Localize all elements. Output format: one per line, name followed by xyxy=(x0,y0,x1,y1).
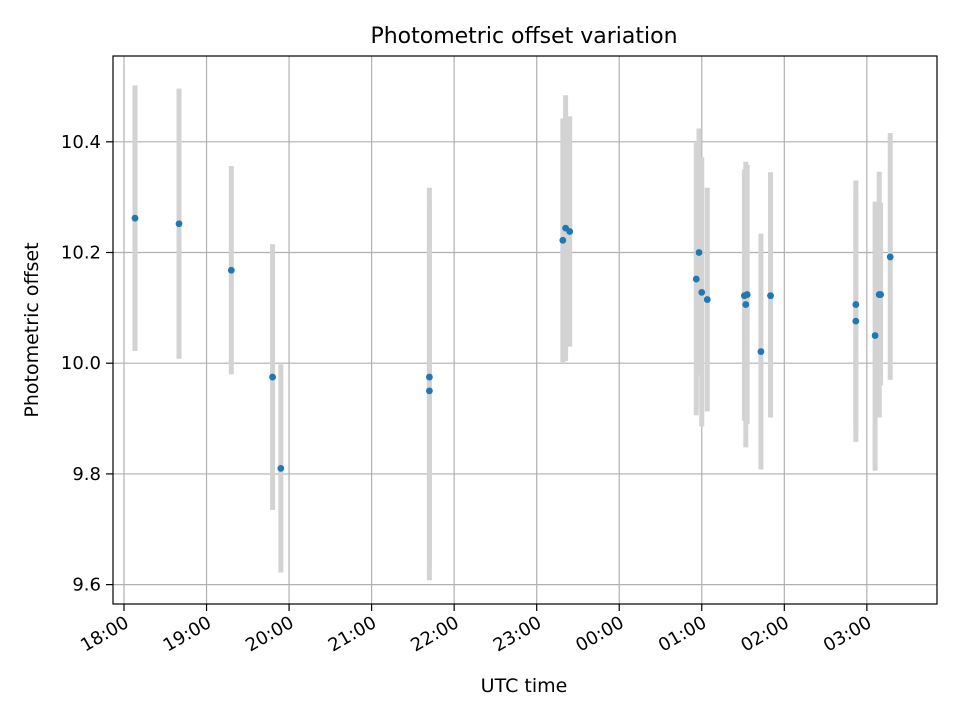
data-point xyxy=(269,373,276,381)
grid-layer xyxy=(113,56,937,604)
y-tick-label: 10.0 xyxy=(61,353,101,374)
y-tick-label: 10.2 xyxy=(61,243,101,264)
data-point xyxy=(425,373,433,381)
data-point xyxy=(742,301,750,308)
data-point xyxy=(175,220,183,228)
chart-title: Photometric offset variation xyxy=(370,24,677,49)
data-point xyxy=(757,348,765,355)
data-point xyxy=(852,301,860,308)
y-tick-label: 9.6 xyxy=(72,575,101,596)
data-point xyxy=(703,296,711,303)
plot-frame xyxy=(112,55,938,605)
x-axis-label: UTC time xyxy=(481,675,568,697)
data-point xyxy=(566,228,574,235)
y-tick-label: 9.8 xyxy=(72,464,101,485)
data-point xyxy=(871,332,879,339)
data-point xyxy=(698,288,706,296)
data-point xyxy=(559,236,567,244)
data-point xyxy=(277,464,285,472)
data-point xyxy=(692,275,700,283)
data-point xyxy=(852,317,860,325)
data-point xyxy=(767,292,774,300)
data-point xyxy=(743,291,751,298)
data-point xyxy=(131,214,139,222)
y-tick-label: 10.4 xyxy=(61,132,101,153)
data-point xyxy=(877,291,884,298)
data-point xyxy=(227,266,235,274)
point-layer xyxy=(131,214,894,472)
data-point xyxy=(425,387,433,395)
data-point xyxy=(886,253,894,261)
y-axis-label: Photometric offset xyxy=(21,242,43,417)
data-point xyxy=(695,249,703,256)
